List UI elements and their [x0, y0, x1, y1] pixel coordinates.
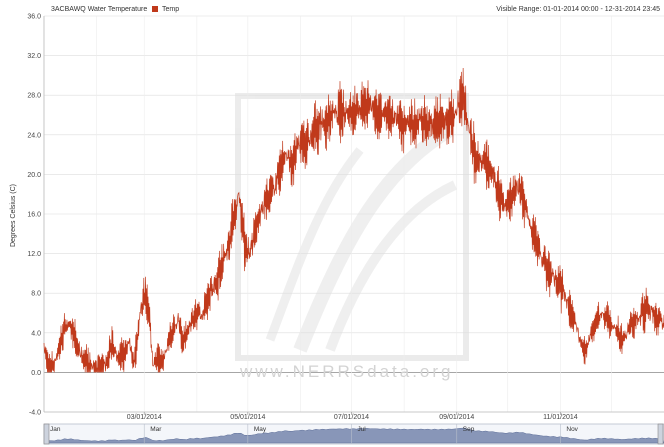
x-axis: 03/01/2014 05/01/2014 07/01/2014 09/01/2014…: [44, 411, 664, 421]
navigator-left-handle[interactable]: [43, 423, 50, 445]
y-tick-label: 0.0: [31, 370, 41, 377]
chart-title-text: 3ACBAWQ Water Temperature: [51, 6, 148, 13]
y-tick-label: 28.0: [27, 93, 41, 100]
watermark-logo-graphic: [235, 93, 469, 361]
navigator-area: [43, 427, 664, 444]
y-tick-label: 32.0: [27, 53, 41, 60]
y-tick-label: 24.0: [27, 132, 41, 139]
y-axis-label: Degrees Celsius (C): [10, 183, 18, 248]
y-axis: -4.0 0.0 4.0 8.0 12.0 16.0 20.0 24.0 28.0 32.0 36.…: [27, 14, 45, 417]
legend-label-temp[interactable]: Temp: [162, 6, 180, 13]
navigator-month-label: Mar: [150, 426, 162, 433]
chart-title: 3ACBAWQ Water Temperature Temp: [51, 6, 179, 13]
x-tick-label: 09/01/2014: [439, 414, 474, 421]
y-tick-label: 16.0: [27, 212, 41, 219]
x-tick-label: 03/01/2014: [127, 414, 162, 421]
x-tick-label: 05/01/2014: [230, 414, 265, 421]
navigator-month-label: Sep: [463, 426, 475, 433]
navigator-month-label: Nov: [566, 426, 578, 433]
range-navigator[interactable]: Jan Mar May Jul Sep Nov: [43, 423, 664, 445]
navigator-month-label: Jan: [50, 426, 61, 433]
visible-range-value: 01-01-2014 00:00 - 12-31-2014 23:45: [543, 6, 660, 13]
watermark-text: www.NERRSdata.org: [240, 362, 454, 381]
series-line-temp: [43, 67, 664, 373]
x-tick-label: 07/01/2014: [334, 414, 369, 421]
navigator-month-label: Jul: [357, 426, 366, 433]
y-tick-label: 4.0: [31, 330, 41, 337]
series-layer: [43, 67, 664, 373]
y-tick-label: 12.0: [27, 251, 41, 258]
y-tick-label: 8.0: [31, 291, 41, 298]
navigator-right-handle[interactable]: [657, 423, 664, 445]
y-tick-label: 36.0: [27, 14, 41, 21]
visible-range: Visible Range: 01-01-2014 00:00 - 12-31-…: [496, 6, 660, 13]
x-tick-label: 11/01/2014: [543, 414, 578, 421]
navigator-month-label: May: [254, 426, 267, 433]
legend-swatch-temp: [152, 6, 159, 12]
y-tick-label: 20.0: [27, 172, 41, 179]
y-tick-label: -4.0: [29, 410, 41, 417]
grid-lines: [43, 15, 664, 413]
visible-range-label: Visible Range:: [496, 6, 542, 13]
navigator-series: [43, 427, 664, 444]
